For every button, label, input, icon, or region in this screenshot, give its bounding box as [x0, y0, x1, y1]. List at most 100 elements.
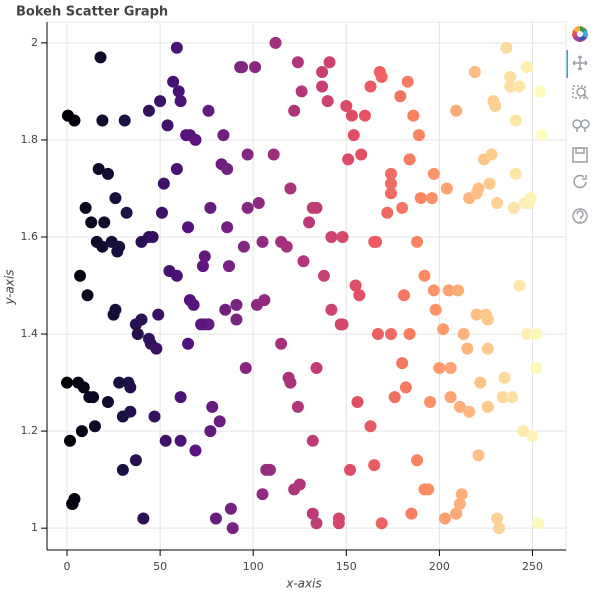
- point: [113, 376, 126, 389]
- x-axis-label: x-axis: [285, 577, 321, 591]
- point: [437, 323, 450, 336]
- point: [230, 298, 243, 311]
- point: [422, 483, 435, 496]
- point: [433, 362, 446, 375]
- point: [269, 36, 282, 49]
- point: [118, 114, 131, 127]
- x-tick-label: 100: [243, 560, 264, 573]
- bokeh-logo[interactable]: [572, 26, 588, 42]
- point: [109, 192, 122, 205]
- point: [481, 342, 494, 355]
- point: [222, 260, 235, 273]
- point: [513, 279, 526, 292]
- point: [450, 507, 463, 520]
- point: [237, 240, 250, 253]
- chart-title: Bokeh Scatter Graph: [16, 5, 168, 20]
- point: [284, 182, 297, 195]
- x-tick-label: 250: [522, 560, 543, 573]
- point: [167, 75, 180, 88]
- point: [116, 463, 129, 476]
- point: [161, 119, 174, 132]
- point: [368, 459, 381, 472]
- point: [532, 517, 545, 530]
- point: [113, 240, 126, 253]
- reset-tool[interactable]: [573, 174, 587, 189]
- point: [444, 362, 457, 375]
- point: [170, 163, 183, 176]
- point: [87, 391, 100, 404]
- point: [463, 405, 476, 418]
- x-tick-label: 50: [153, 560, 167, 573]
- point: [398, 289, 411, 302]
- point: [317, 269, 330, 282]
- point: [461, 342, 474, 355]
- help-tool[interactable]: [572, 208, 588, 224]
- point: [520, 61, 533, 74]
- point: [453, 400, 466, 413]
- point: [483, 177, 496, 190]
- point: [291, 56, 304, 69]
- point: [418, 269, 431, 282]
- point: [321, 95, 334, 108]
- point: [63, 434, 76, 447]
- save-tool[interactable]: [572, 147, 588, 163]
- point: [507, 201, 520, 214]
- point: [187, 298, 200, 311]
- point: [252, 197, 265, 210]
- point: [485, 148, 498, 161]
- point: [258, 294, 271, 307]
- point: [340, 99, 353, 112]
- point: [295, 85, 308, 98]
- point: [174, 95, 187, 108]
- point: [336, 230, 349, 243]
- point: [388, 391, 401, 404]
- point: [513, 80, 526, 93]
- point: [517, 425, 530, 438]
- point: [384, 187, 397, 200]
- pan-tool[interactable]: [572, 55, 588, 71]
- point: [96, 240, 109, 253]
- point: [425, 192, 438, 205]
- point: [504, 80, 517, 93]
- wheel-zoom-tool[interactable]: [572, 119, 590, 132]
- point: [275, 337, 288, 350]
- point: [204, 425, 217, 438]
- point: [174, 391, 187, 404]
- point: [174, 434, 187, 447]
- point: [310, 362, 323, 375]
- point: [370, 235, 383, 248]
- point: [452, 284, 465, 297]
- point: [157, 177, 170, 190]
- point: [263, 463, 276, 476]
- point: [411, 235, 424, 248]
- point: [492, 522, 505, 535]
- point: [68, 114, 81, 127]
- point: [198, 250, 211, 263]
- point: [394, 90, 407, 103]
- point: [491, 197, 504, 210]
- point: [384, 177, 397, 190]
- point: [457, 328, 470, 341]
- point: [412, 129, 425, 142]
- point: [470, 308, 483, 321]
- point: [98, 216, 111, 229]
- point: [61, 376, 74, 389]
- box-zoom-tool[interactable]: [572, 85, 589, 100]
- point: [85, 216, 98, 229]
- y-axis-label: y-axis: [3, 269, 17, 305]
- y-tick-label: 1.6: [21, 230, 39, 243]
- point: [142, 104, 155, 117]
- point: [213, 415, 226, 428]
- point: [124, 405, 137, 418]
- point: [202, 104, 215, 117]
- point: [94, 51, 107, 64]
- active-indicator: [566, 50, 568, 78]
- point: [442, 284, 455, 297]
- point: [135, 313, 148, 326]
- point: [468, 65, 481, 78]
- point: [405, 507, 418, 520]
- point: [375, 517, 388, 530]
- point: [196, 260, 209, 273]
- point: [358, 109, 371, 122]
